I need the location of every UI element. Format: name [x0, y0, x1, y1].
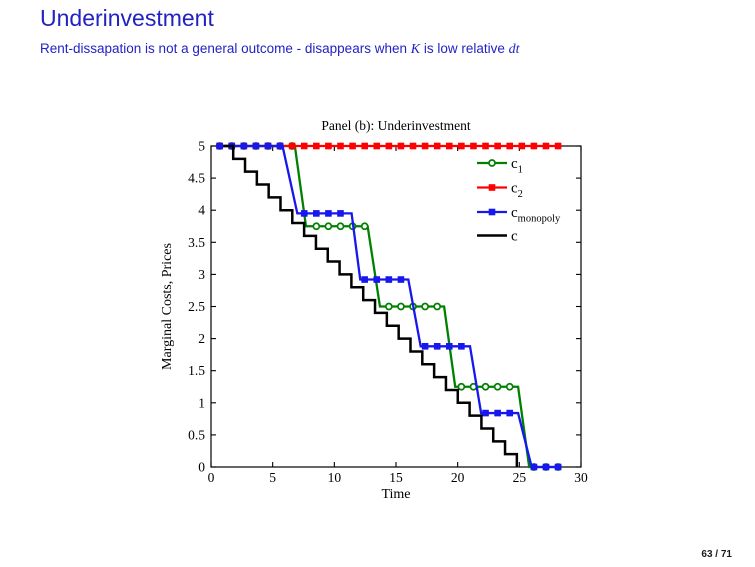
subtitle-math-k: K	[410, 42, 421, 57]
legend-c-label: c	[511, 229, 518, 245]
series-c_monopoly-marker	[542, 463, 550, 471]
series-c_1-marker	[384, 302, 393, 311]
series-c_monopoly-marker	[240, 142, 248, 150]
series-c_monopoly-marker	[494, 409, 501, 417]
y-tick-label: 1.5	[188, 363, 205, 378]
series-c_monopoly-marker	[264, 142, 272, 150]
series-c_2-marker	[313, 142, 320, 150]
series-c_1-marker	[433, 302, 442, 311]
series-c_2-marker	[300, 142, 308, 150]
series-c_2-marker	[458, 142, 465, 150]
series-c_2-marker	[397, 142, 405, 150]
page-number: 63 / 71	[701, 549, 732, 560]
x-tick-label: 30	[574, 470, 588, 485]
chart: 0 5 10 15 20 25 30 0 0.5 1 1.5 2 2.5 3 3.5 4 4.5 5 Panel (…	[155, 110, 615, 510]
x-tick-label: 5	[269, 470, 276, 485]
slide-subtitle: Rent-dissapation is not a general outcom…	[40, 41, 519, 58]
chart-svg: 0 5 10 15 20 25 30 0 0.5 1 1.5 2 2.5 3 3.5 4 4.5 5 Panel (…	[160, 118, 588, 502]
series-c_monopoly-marker	[554, 463, 562, 471]
series-c_2-marker	[494, 142, 501, 150]
series-c_1-marker	[360, 222, 369, 231]
series-c_monopoly-marker	[530, 463, 538, 471]
series-c_2-marker	[530, 142, 538, 150]
x-tick-label: 15	[389, 470, 403, 485]
subtitle-text-2: is low relative	[420, 41, 509, 56]
legend-c_1-label: c1	[511, 156, 523, 176]
series-c_2-marker	[288, 142, 296, 150]
series-c_2-marker	[482, 142, 489, 150]
series-c_1-marker	[505, 382, 514, 391]
subtitle-text-1: Rent-dissapation is not a general outcom…	[40, 41, 411, 56]
y-tick-label: 0.5	[188, 427, 205, 442]
legend-c_monopoly-marker	[488, 208, 496, 216]
series-c_2-marker	[421, 142, 429, 150]
series-c_1-marker	[481, 382, 490, 391]
series-c_1-marker	[493, 382, 502, 391]
y-tick-label: 2	[198, 331, 205, 346]
series-c_2-marker	[361, 142, 368, 150]
x-tick-label: 20	[451, 470, 465, 485]
series-c_1-marker	[312, 222, 321, 231]
series-c_2-marker	[554, 142, 562, 150]
series-c_monopoly-marker	[385, 276, 393, 283]
x-tick-label: 0	[208, 470, 215, 485]
series-c_2-marker	[445, 142, 453, 150]
series-c_2-marker	[385, 142, 393, 150]
y-tick-label: 4	[198, 203, 205, 218]
series-c_1-marker	[421, 302, 429, 311]
series-c_monopoly-marker	[397, 276, 405, 283]
y-tick-label: 3.5	[188, 235, 205, 250]
x-axis-label: Time	[381, 487, 410, 502]
y-tick-label: 0	[198, 460, 205, 475]
x-tick-label: 10	[328, 470, 342, 485]
series-c_monopoly-marker	[361, 276, 368, 283]
legend-c_2-marker	[488, 184, 496, 191]
series-c_2-marker	[518, 142, 526, 150]
series-c_monopoly-marker	[458, 343, 465, 350]
legend-c_monopoly-label: cmonopoly	[511, 205, 561, 225]
legend-c_1-marker	[488, 159, 496, 167]
series-c_monopoly-marker	[276, 142, 284, 150]
series-c_monopoly-marker	[252, 142, 260, 150]
series-c_2-marker	[470, 142, 477, 150]
series-c_2-marker	[373, 142, 381, 150]
series-c_monopoly-marker	[433, 343, 441, 350]
series-c_monopoly-line	[215, 144, 559, 469]
series-c_monopoly-marker	[313, 210, 320, 217]
y-tick-label: 4.5	[188, 171, 205, 186]
series-c_1-marker	[397, 302, 405, 311]
series-c_2-marker	[433, 142, 441, 150]
series-c_monopoly-marker	[337, 210, 344, 217]
y-tick-label: 1	[198, 395, 205, 410]
series-c_2-marker	[349, 142, 356, 150]
series-c_1-marker	[336, 222, 345, 231]
y-tick-label: 2.5	[188, 299, 205, 314]
series-c_monopoly-marker	[421, 343, 429, 350]
y-axis-label: Marginal Costs, Prices	[160, 243, 175, 370]
series-c_2-marker	[325, 142, 332, 150]
series-c_monopoly-marker	[300, 210, 308, 217]
subtitle-math-dt: dt	[508, 42, 520, 57]
y-tick-label: 5	[198, 139, 205, 154]
series-c_2-marker	[409, 142, 417, 150]
legend-c_2-label: c2	[511, 181, 523, 201]
series-c_1-marker	[324, 222, 333, 231]
chart-title: Panel (b): Underinvestment	[321, 118, 470, 133]
series-c_2-marker	[506, 142, 514, 150]
x-tick-label: 25	[513, 470, 527, 485]
slide-title: Underinvestment	[40, 5, 214, 31]
series-c_monopoly-marker	[216, 142, 223, 150]
series-c-line	[223, 144, 519, 467]
series-c_monopoly-marker	[325, 210, 332, 217]
series-c_monopoly-marker	[373, 276, 381, 283]
series-c_monopoly-marker	[506, 409, 514, 417]
y-tick-label: 3	[198, 267, 205, 282]
series-c_monopoly-marker	[445, 343, 453, 350]
series-c_monopoly-marker	[482, 409, 489, 417]
series-c_1-marker	[457, 382, 466, 391]
series-c_2-marker	[542, 142, 550, 150]
series-c_2-marker	[337, 142, 344, 150]
